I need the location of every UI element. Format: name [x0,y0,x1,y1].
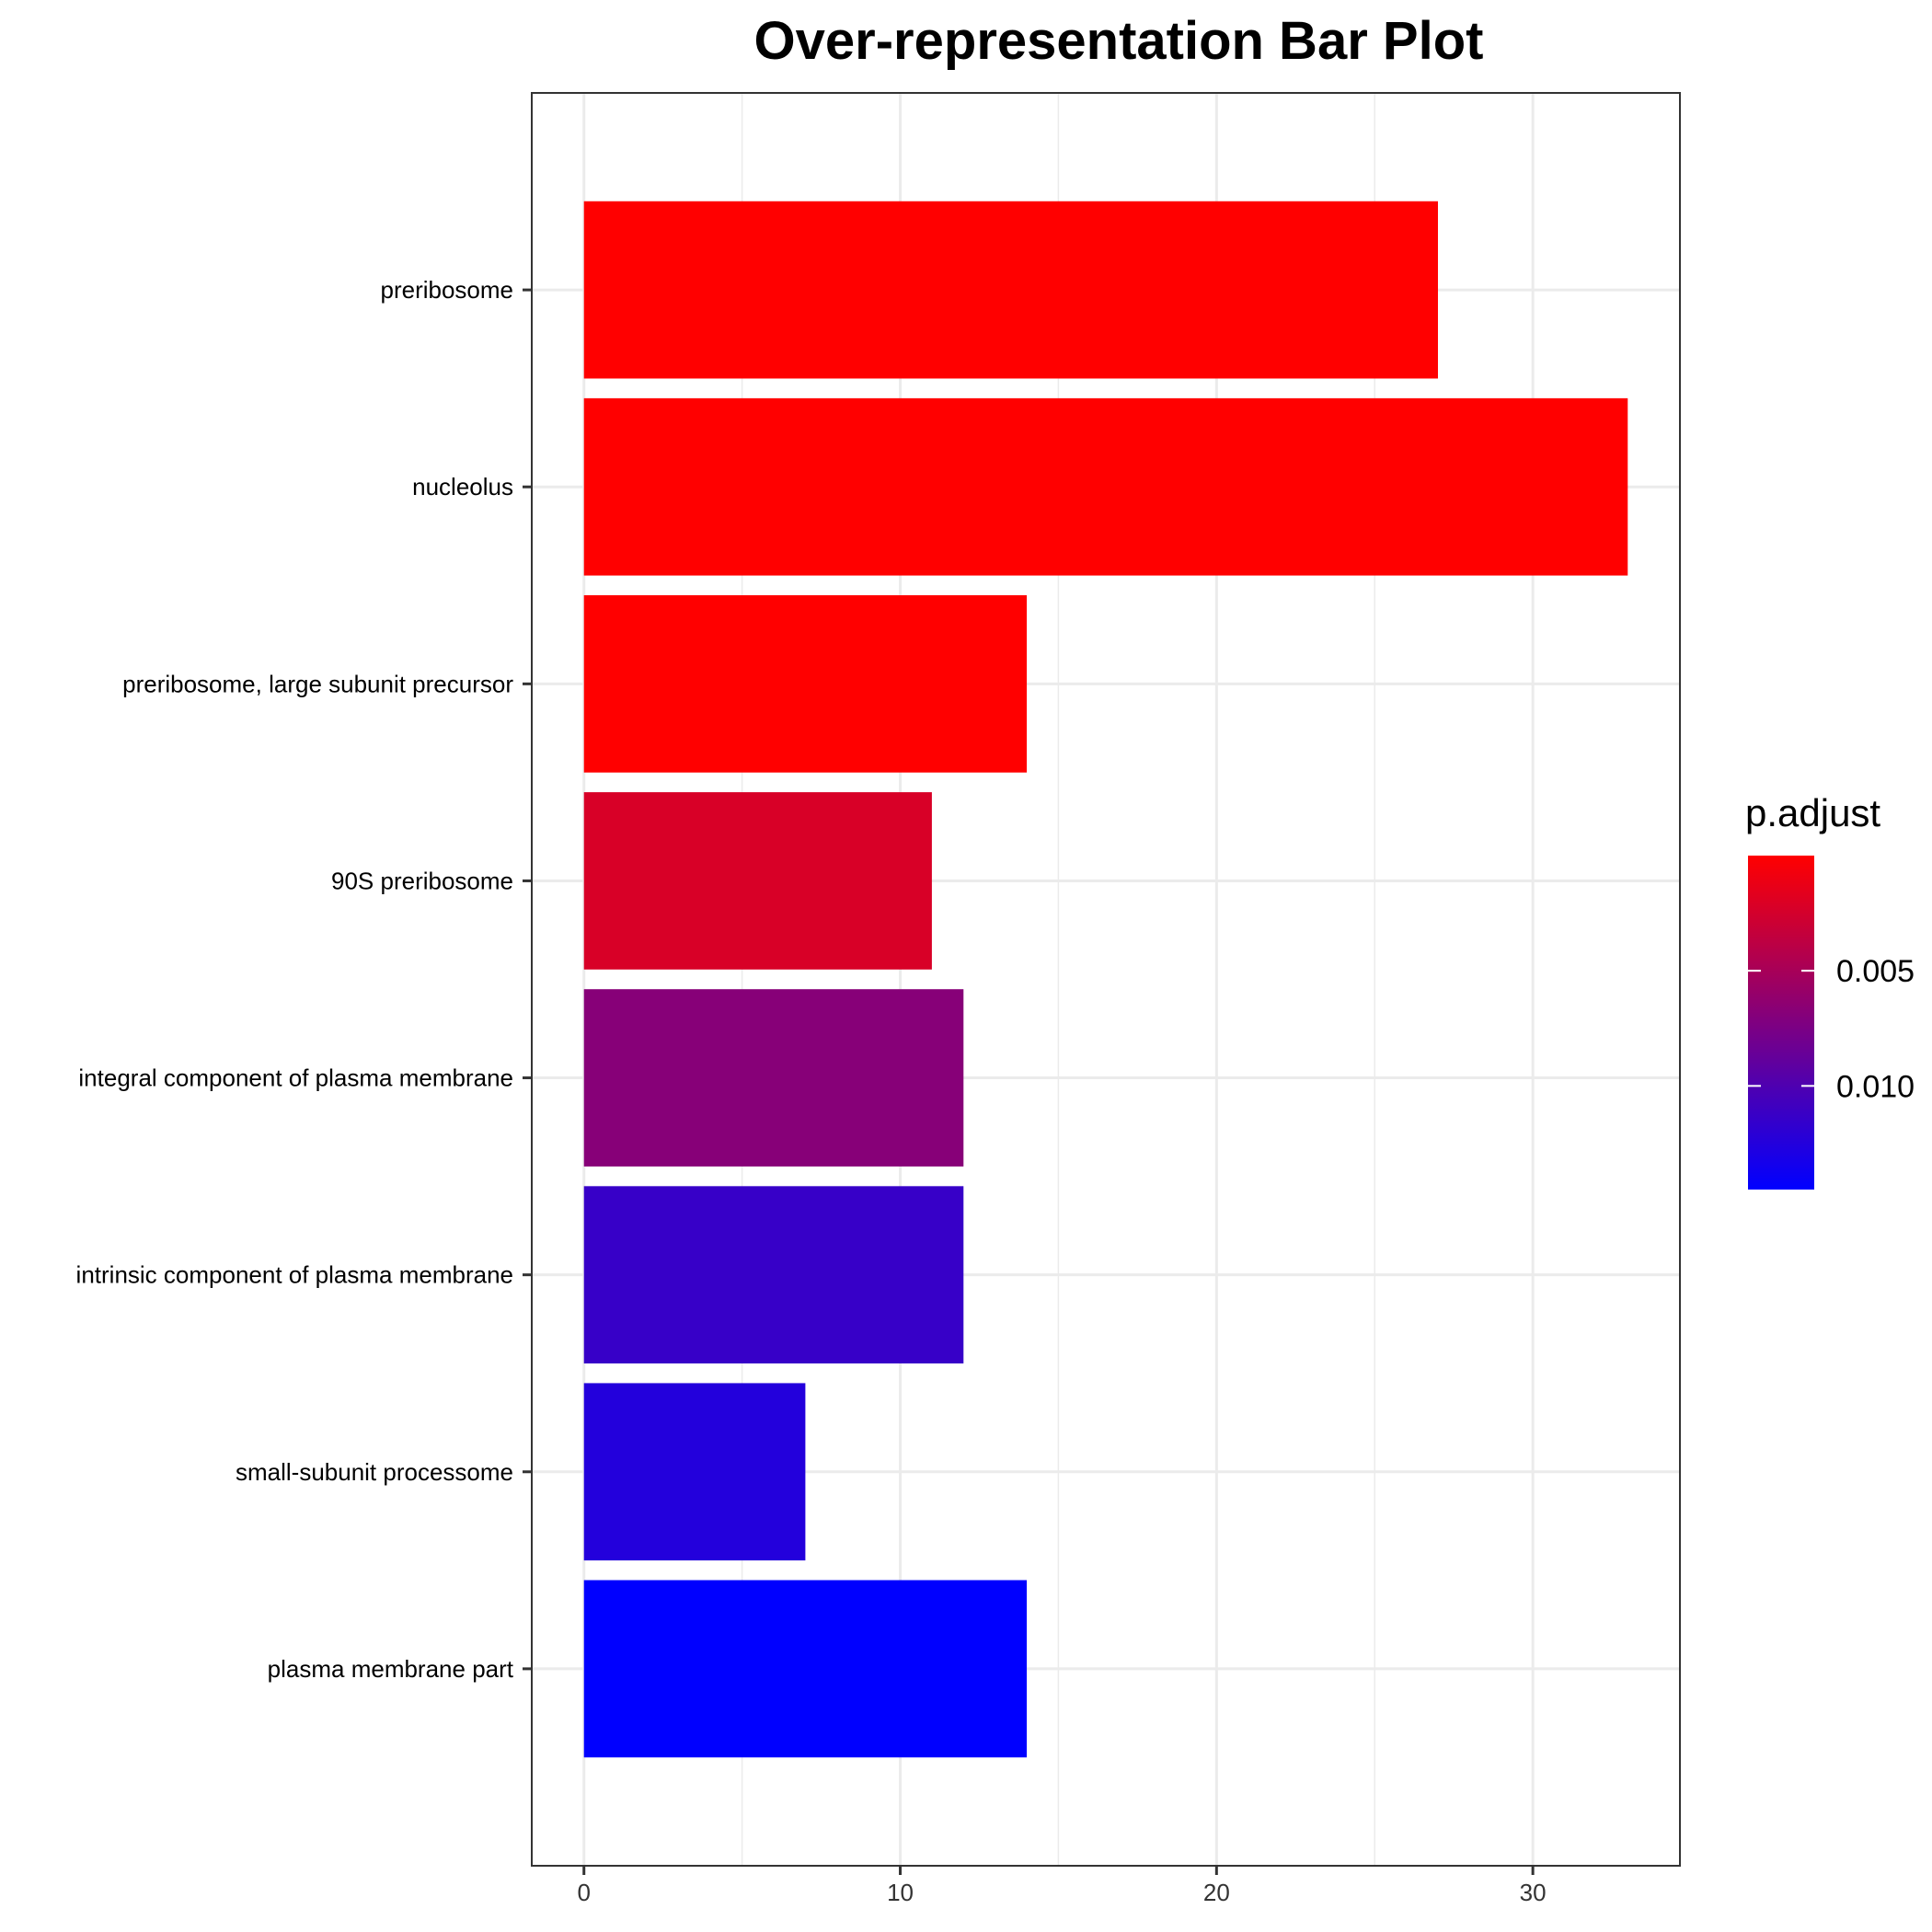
plot-panel [532,93,1680,1866]
bar [583,989,964,1167]
y-tick-label: integral component of plasma membrane [78,1064,513,1092]
legend-ticks: 0.005 0.010 [1748,954,1915,1104]
bar [583,397,1628,576]
x-tick-label: 20 [1203,1879,1230,1906]
legend-colorbar [1748,856,1814,1190]
y-tick-label: preribosome [380,276,513,304]
x-tick-label: 30 [1520,1879,1547,1906]
y-tick-label: intrinsic component of plasma membrane [76,1261,513,1289]
bar [583,1186,964,1364]
y-tick-label: nucleolus [412,473,513,500]
legend-title: p.adjust [1745,791,1880,834]
y-tick-label: plasma membrane part [268,1655,514,1683]
y-tick-label: 90S preribosome [331,867,513,894]
chart-title: Over-representation Bar Plot [754,11,1484,71]
y-axis: preribosome nucleolus preribosome, large s… [76,276,532,1683]
y-tick-label: preribosome, large subunit precursor [122,670,513,697]
legend-tick-label: 0.010 [1836,1069,1915,1104]
y-tick-label: small-subunit processome [236,1458,513,1486]
plot-border [531,92,1681,1867]
bar [583,1383,806,1561]
x-tick-label: 10 [887,1879,914,1906]
x-axis: 0 10 20 30 [577,1866,1547,1906]
bars-group [583,201,1628,1758]
color-legend: p.adjust 0.005 0.010 [1745,791,1915,1190]
bar [583,594,1028,773]
bar [583,1580,1028,1758]
x-tick-label: 0 [577,1879,590,1906]
legend-tick-label: 0.005 [1836,954,1915,989]
bar [583,201,1438,379]
bar [583,792,932,970]
